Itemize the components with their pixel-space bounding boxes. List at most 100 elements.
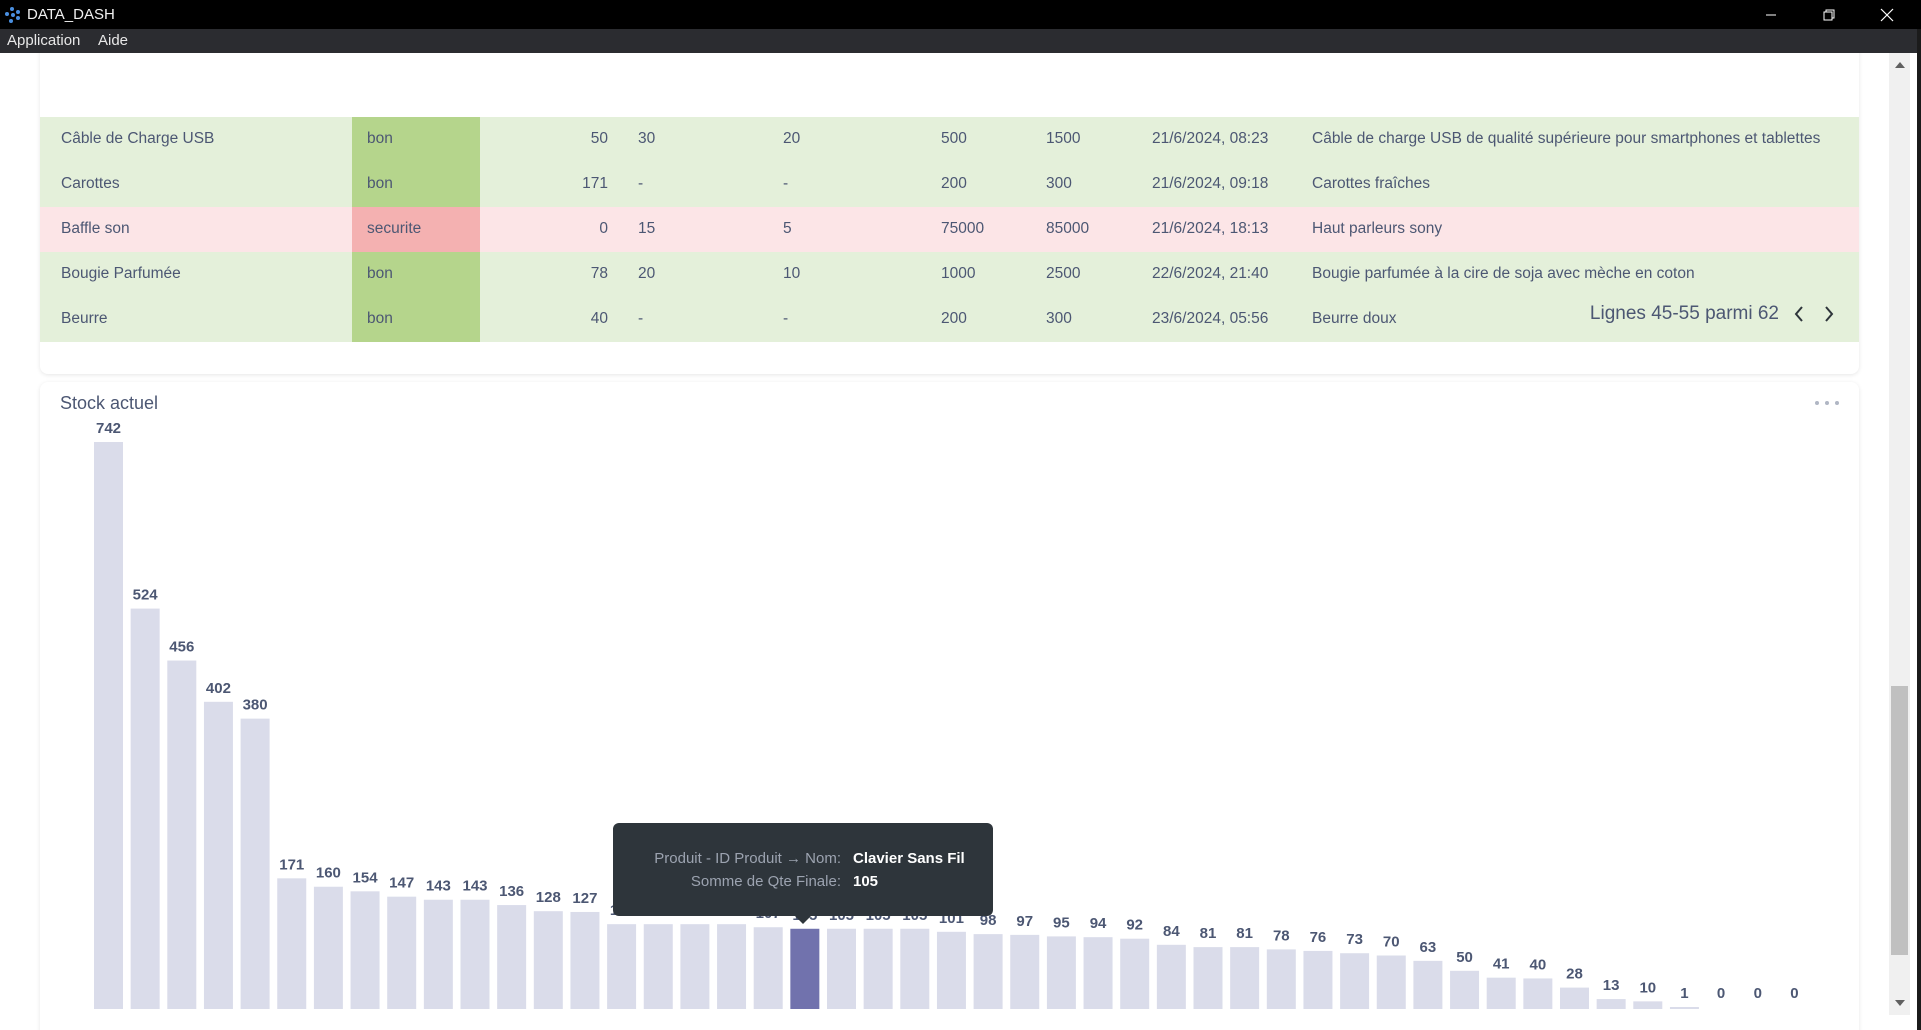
- bar[interactable]: [1083, 937, 1113, 1009]
- cell-stock: 171: [582, 175, 608, 192]
- bar[interactable]: [643, 924, 673, 1009]
- table-row[interactable]: bon Câble de Charge USB 50 30 20 500 1500 21/6/…: [40, 117, 1859, 162]
- bar[interactable]: [1560, 987, 1589, 1009]
- cell-description: Haut parleurs sony: [1312, 220, 1443, 237]
- bar-highlighted[interactable]: [790, 928, 820, 1009]
- chart-menu-button[interactable]: [1815, 396, 1839, 410]
- bar[interactable]: [1156, 944, 1186, 1009]
- table-row[interactable]: securite Baffle son 0 15 5 75000 85000 21/6/202…: [40, 207, 1859, 252]
- bar[interactable]: [1010, 934, 1040, 1009]
- chevron-left-icon: [1794, 306, 1803, 322]
- cell-prix-vente: 300: [1046, 310, 1072, 327]
- bar[interactable]: [570, 911, 600, 1009]
- bar-value-label: 98: [980, 912, 997, 929]
- bar[interactable]: [533, 911, 563, 1009]
- scroll-down-button[interactable]: [1889, 993, 1910, 1013]
- vertical-scrollbar[interactable]: [1889, 53, 1910, 1015]
- bar-value-label: 63: [1420, 939, 1437, 956]
- bar[interactable]: [1486, 977, 1516, 1009]
- bar[interactable]: [1193, 947, 1223, 1009]
- cell-prix-vente: 85000: [1046, 220, 1090, 237]
- minimize-icon: [1766, 14, 1776, 15]
- bar[interactable]: [973, 934, 1003, 1009]
- bar[interactable]: [167, 660, 197, 1009]
- previous-page-button[interactable]: [1788, 301, 1810, 327]
- bar[interactable]: [1523, 978, 1553, 1009]
- cell-status: bon: [352, 252, 480, 297]
- bar[interactable]: [130, 608, 160, 1009]
- bar-value-label: 143: [462, 878, 487, 895]
- bar[interactable]: [1596, 999, 1626, 1009]
- tooltip-value-qty: 105: [853, 873, 879, 890]
- bar-value-label: 154: [353, 869, 379, 886]
- bar[interactable]: [497, 905, 527, 1009]
- bar[interactable]: [350, 891, 380, 1009]
- bar-value-label: 171: [279, 856, 304, 873]
- cell-prix-achat: 75000: [941, 220, 985, 237]
- close-icon: [1880, 8, 1894, 21]
- chevron-right-icon: [1825, 306, 1834, 322]
- close-button[interactable]: [1864, 0, 1910, 29]
- menu-application[interactable]: Application: [7, 32, 81, 49]
- cell-date: 23/6/2024, 05:56: [1152, 310, 1269, 327]
- pagination-label: Lignes 45-55 parmi 62: [1589, 303, 1779, 324]
- bar[interactable]: [387, 896, 417, 1009]
- table-row[interactable]: bon Bougie Parfumée 78 20 10 1000 2500 22/6/202…: [40, 252, 1859, 297]
- bar[interactable]: [277, 878, 307, 1009]
- data-dash-logo-icon: [5, 7, 20, 23]
- maximize-button[interactable]: [1806, 0, 1852, 29]
- bar[interactable]: [717, 924, 747, 1009]
- bar[interactable]: [1120, 938, 1150, 1009]
- cell-min: 10: [783, 265, 801, 282]
- bar[interactable]: [1340, 953, 1370, 1009]
- next-page-button[interactable]: [1818, 301, 1840, 327]
- bar[interactable]: [1230, 947, 1260, 1009]
- cell-date: 21/6/2024, 08:23: [1152, 130, 1269, 147]
- bar[interactable]: [607, 924, 637, 1009]
- cell-status: bon: [352, 117, 480, 162]
- scroll-thumb[interactable]: [1891, 686, 1908, 955]
- bar[interactable]: [753, 927, 783, 1009]
- bar[interactable]: [900, 928, 930, 1009]
- bar[interactable]: [1303, 950, 1333, 1009]
- menu-aide[interactable]: Aide: [98, 32, 129, 49]
- table-row[interactable]: bon Carottes 171 - - 200 300 21/6/2024, 09:18 Ca…: [40, 162, 1859, 207]
- bar-value-label: 0: [1754, 985, 1762, 1002]
- bar-value-label: 456: [169, 639, 194, 656]
- bar[interactable]: [1669, 1007, 1699, 1009]
- table-row[interactable]: bon Beurre 40 - - 200 300 23/6/2024, 05:56 Beurr…: [40, 297, 1859, 342]
- bar-value-label: 92: [1126, 917, 1143, 934]
- bar[interactable]: [1376, 955, 1406, 1009]
- bar[interactable]: [460, 899, 490, 1009]
- cell-date: 21/6/2024, 09:18: [1152, 175, 1269, 192]
- bar[interactable]: [1413, 960, 1443, 1009]
- bar[interactable]: [1633, 1001, 1663, 1009]
- cell-seuil: -: [638, 310, 644, 327]
- bar[interactable]: [1266, 949, 1296, 1009]
- bar[interactable]: [94, 442, 123, 1009]
- cell-prix-achat: 200: [941, 175, 967, 192]
- minimize-button[interactable]: [1748, 0, 1794, 29]
- bar-value-label: 40: [1530, 956, 1547, 973]
- bar[interactable]: [936, 931, 966, 1009]
- bar[interactable]: [1046, 936, 1076, 1009]
- bar[interactable]: [827, 928, 856, 1009]
- bar-value-label: 1: [1680, 985, 1688, 1002]
- bar[interactable]: [203, 701, 233, 1009]
- chart-title: Stock actuel: [60, 393, 159, 413]
- bar[interactable]: [863, 928, 893, 1009]
- cell-name: Câble de Charge USB: [61, 130, 215, 147]
- bar-value-label: 380: [243, 697, 268, 714]
- bar[interactable]: [423, 899, 453, 1009]
- bar[interactable]: [313, 886, 343, 1009]
- bar[interactable]: [1450, 970, 1480, 1009]
- menu-bar: Application Aide: [0, 29, 1921, 53]
- cell-description: Carottes fraîches: [1312, 175, 1431, 192]
- bar-value-label: 70: [1383, 934, 1400, 951]
- bar-value-label: 73: [1346, 931, 1363, 948]
- scroll-up-button[interactable]: [1889, 55, 1910, 75]
- cell-min: -: [783, 310, 789, 327]
- bar[interactable]: [240, 718, 270, 1009]
- bar-value-label: 81: [1200, 925, 1217, 942]
- bar[interactable]: [680, 924, 710, 1009]
